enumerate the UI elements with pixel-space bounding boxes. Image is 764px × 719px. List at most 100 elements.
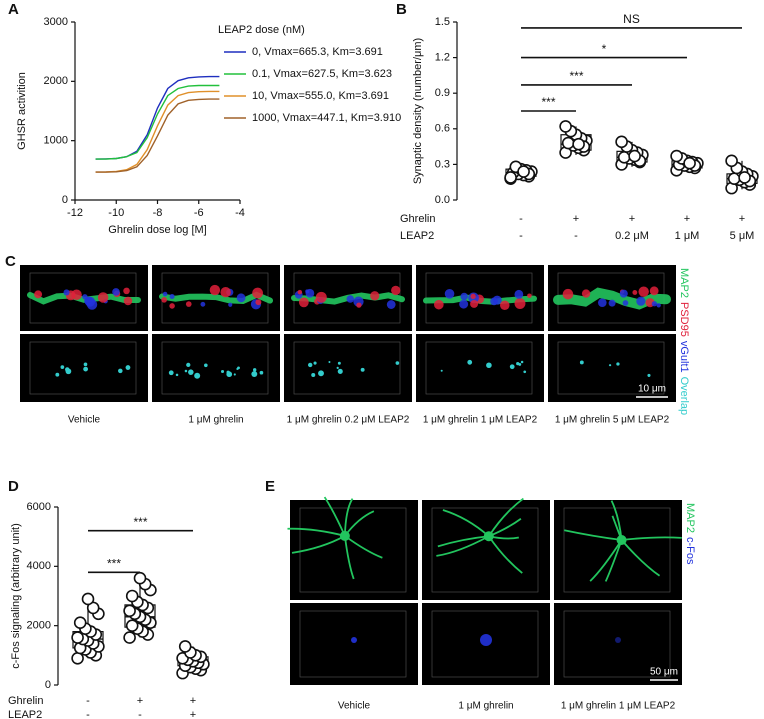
significance-label: * [602,42,607,56]
panel-letter: E [265,478,275,495]
channel-name: c-Fos [684,537,696,565]
overlap-spot [175,373,179,377]
overlap-spot [55,372,60,377]
render-box [431,610,539,678]
fluorescence-spot [112,288,120,296]
x-tick-label: 0.2 μM [615,230,649,242]
x-tick-label: - [86,709,90,719]
x-tick-label: + [190,695,196,707]
y-axis-label: GHSR activition [16,72,28,150]
row-label: Ghrelin [400,213,435,225]
data-point [133,571,147,585]
overlap-spot [233,373,236,376]
data-point [71,631,84,644]
fluorescence-spot [619,289,628,298]
data-point [125,619,139,632]
data-point [683,156,696,170]
image-panel [422,500,550,600]
fluorescence-spot [305,288,315,298]
render-box [299,610,407,678]
overlap-spot [337,361,341,365]
fluorescence-spot [656,303,661,308]
fluorescence-spot [236,293,246,303]
fluorescence-spot [71,289,82,300]
series-line [95,75,220,160]
image-panel [290,603,418,685]
series-line [95,90,220,173]
x-tick-label: -8 [153,207,163,219]
overlap-spot [360,367,365,372]
legend-label: 10, Vmax=555.0, Km=3.691 [252,90,389,102]
data-point [725,154,738,168]
overlap-spot [328,361,331,364]
image-panel [416,334,544,402]
row-label: LEAP2 [400,230,434,242]
data-point [559,120,572,133]
overlap-spot [308,362,313,368]
overlap-spot [647,373,651,377]
fluorescence-spot [470,299,479,308]
x-tick-label: - [519,230,523,242]
overlap-spot [520,360,524,364]
y-tick-label: 0 [45,679,51,691]
fluorescence-spot [622,300,629,306]
caption: 1 μM ghrelin 5 μM LEAP2 [555,415,670,426]
series-line [95,84,220,160]
overlap-spot [168,370,174,376]
channel-name: MAP2 [678,268,690,298]
data-point [615,135,628,149]
overlap-spot [313,361,317,365]
y-tick-label: 2000 [27,620,51,632]
fluorescence-spot [169,303,175,309]
fluorescence-spot [298,297,309,308]
data-point [123,631,136,644]
overlap-spot [125,365,131,370]
caption: 1 μM ghrelin [458,701,513,712]
overlap-spot [204,363,208,368]
overlap-spot [60,365,65,369]
fluorescence-spot [638,286,649,297]
overlap-spot [523,370,527,374]
fluorescence-spot [651,301,658,307]
channel-legend: MAP2 PSD95 vGult1 Overlap [678,268,690,415]
image-panel [554,603,682,685]
overlap-spot [336,366,339,369]
x-tick-label: - [574,230,578,242]
scale-bar-label: 50 μm [650,667,678,678]
soma [616,534,627,545]
neurite [620,539,661,577]
fluorescence-spot [386,300,396,309]
render-box [563,507,671,593]
significance-label: NS [623,12,640,26]
overlap-spot [608,364,612,367]
x-tick-label: - [519,213,523,225]
overlap-spot [237,366,240,370]
fluorescence-spot [34,290,43,299]
fluorescence-spot [297,289,303,295]
y-tick-label: 1.5 [435,16,450,28]
fluorescence-spot [636,296,646,306]
render-box [557,341,665,395]
overlap-spot [226,371,233,378]
overlap-spot [251,371,258,378]
channel-name: MAP2 [684,503,696,533]
x-tick-label: - [138,709,142,719]
fluorescence-spot [581,289,591,298]
x-tick-label: + [573,213,579,225]
overlap-spot [518,362,522,366]
image-panel [284,334,412,402]
panel-letter: D [8,478,19,495]
legend-label: 1000, Vmax=447.1, Km=3.910 [252,112,401,124]
cfos-signal [480,634,492,646]
panel-letter: B [396,1,407,18]
row-label: Ghrelin [8,695,43,707]
fluorescence-spot [608,299,616,307]
y-tick-label: 4000 [27,560,51,572]
fluorescence-spot [490,297,498,306]
render-box [161,341,269,395]
data-point [73,616,87,630]
render-box [293,341,401,395]
fluorescence-spot [255,299,262,306]
x-tick-label: + [137,695,143,707]
fluorescence-spot [597,298,607,307]
